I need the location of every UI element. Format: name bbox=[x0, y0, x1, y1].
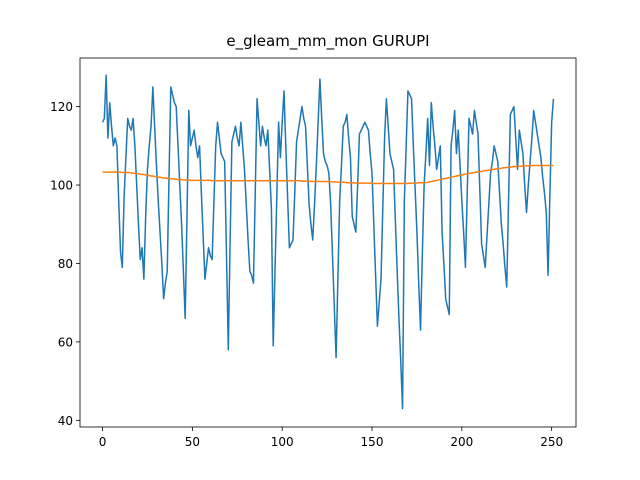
x-tick-label: 100 bbox=[271, 435, 294, 449]
y-tick-label: 120 bbox=[50, 100, 73, 114]
x-tick-label: 50 bbox=[185, 435, 200, 449]
y-tick-label: 40 bbox=[58, 414, 73, 428]
axes-frame bbox=[79, 57, 577, 428]
y-tick-label: 80 bbox=[58, 257, 73, 271]
y-tick-label: 60 bbox=[58, 335, 73, 349]
data-line bbox=[101, 74, 555, 410]
x-tick-label: 250 bbox=[540, 435, 563, 449]
data-line bbox=[102, 164, 554, 185]
x-tick-label: 200 bbox=[450, 435, 473, 449]
y-tick-label: 100 bbox=[50, 179, 73, 193]
x-tick-label: 0 bbox=[99, 435, 107, 449]
chart-title: e_gleam_mm_mon GURUPI bbox=[226, 32, 429, 51]
x-tick-label: 150 bbox=[361, 435, 384, 449]
